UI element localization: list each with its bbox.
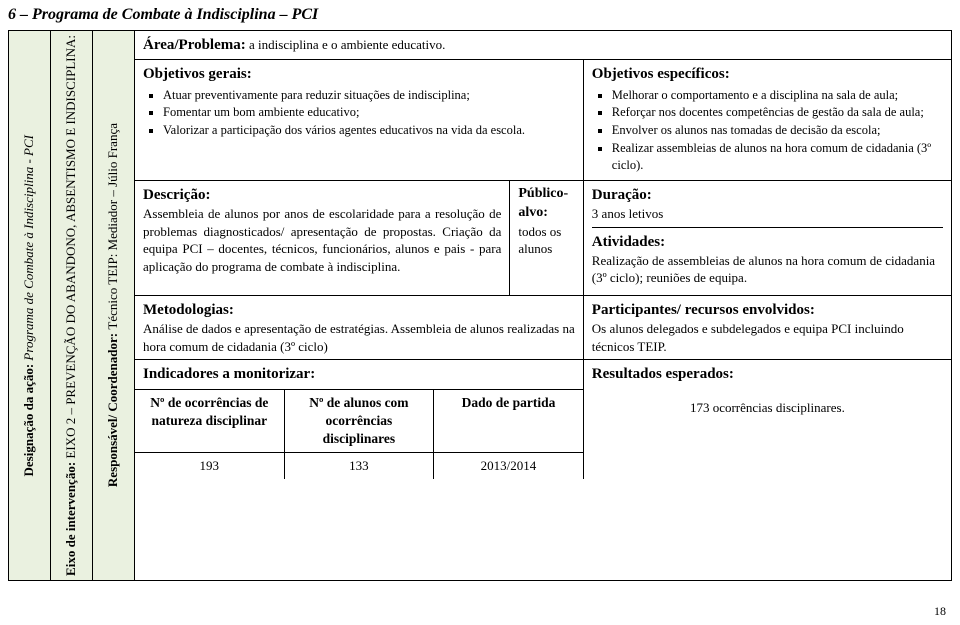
duracao-block: Duração: 3 anos letivos	[592, 185, 943, 228]
side-eixo: Eixo de intervenção: EIXO 2 – PREVENÇÃO …	[51, 31, 93, 580]
duracao-text: 3 anos letivos	[592, 205, 943, 223]
resultados-text: 173 ocorrências disciplinares.	[592, 399, 943, 417]
resultados-label: Resultados esperados:	[592, 364, 943, 384]
participantes-text: Os alunos delegados e subdelegados e equ…	[592, 320, 943, 355]
list-item: Fomentar um bom ambiente educativo;	[163, 104, 575, 121]
metodologias-text: Análise de dados e apresentação de estra…	[143, 320, 575, 355]
table-row: 193 133 2013/2014	[135, 453, 583, 479]
duracao-label: Duração:	[592, 185, 943, 205]
side-responsavel: Responsável/ Coordenador: Técnico TEIP: …	[93, 31, 135, 580]
list-item: Envolver os alunos nas tomadas de decisã…	[612, 122, 943, 139]
publico-text: todos os alunos	[518, 223, 574, 258]
table-header: Dado de partida	[434, 390, 583, 453]
main-content: Área/Problema: a indisciplina e o ambien…	[135, 31, 951, 580]
resultados-cell: Resultados esperados: 173 ocorrências di…	[584, 360, 951, 478]
participantes-label: Participantes/ recursos envolvidos:	[592, 300, 943, 320]
objetivos-gerais-cell: Objetivos gerais: Atuar preventivamente …	[135, 60, 584, 180]
metodologias-row: Metodologias: Análise de dados e apresen…	[135, 296, 951, 360]
resp-label: Responsável/ Coordenador:	[105, 333, 120, 487]
table-cell: 193	[135, 453, 285, 479]
descricao-text: Assembleia de alunos por anos de escolar…	[143, 205, 501, 275]
objetivos-row: Objetivos gerais: Atuar preventivamente …	[135, 60, 951, 181]
objetivos-gerais-label: Objetivos gerais:	[143, 64, 575, 84]
descricao-row: Descrição: Assembleia de alunos por anos…	[135, 181, 951, 296]
duracao-atividades-cell: Duração: 3 anos letivos Atividades: Real…	[584, 181, 951, 295]
area-label: Área/Problema:	[143, 37, 246, 53]
table-row: Nº de ocorrências de natureza disciplina…	[135, 390, 583, 454]
eixo-label: Eixo de intervenção:	[63, 462, 78, 576]
objetivos-especificos-cell: Objetivos específicos: Melhorar o compor…	[584, 60, 951, 180]
metodologias-cell: Metodologias: Análise de dados e apresen…	[135, 296, 584, 359]
table-header: Nº de alunos com ocorrências disciplinar…	[285, 390, 435, 453]
list-item: Valorizar a participação dos vários agen…	[163, 122, 575, 139]
area-cell: Área/Problema: a indisciplina e o ambien…	[135, 31, 951, 59]
list-item: Reforçar nos docentes competências de ge…	[612, 104, 943, 121]
document-table: Designação da ação: Programa de Combate …	[8, 30, 952, 581]
table-header: Nº de ocorrências de natureza disciplina…	[135, 390, 285, 453]
atividades-label: Atividades:	[592, 232, 943, 252]
side-eixo-text: Eixo de intervenção: EIXO 2 – PREVENÇÃO …	[63, 35, 79, 576]
participantes-cell: Participantes/ recursos envolvidos: Os a…	[584, 296, 951, 359]
resp-value: Técnico TEIP: Mediador – Júlio França	[105, 123, 120, 330]
page-number: 18	[934, 604, 946, 619]
objetivos-especificos-list: Melhorar o comportamento e a disciplina …	[592, 87, 943, 174]
side-responsavel-text: Responsável/ Coordenador: Técnico TEIP: …	[105, 123, 121, 487]
indicadores-row: Indicadores a monitorizar: Nº de ocorrên…	[135, 360, 951, 478]
page-title: 6 – Programa de Combate à Indisciplina –…	[0, 0, 960, 30]
descricao-cell: Descrição: Assembleia de alunos por anos…	[135, 181, 510, 295]
atividades-text: Realização de assembleias de alunos na h…	[592, 252, 943, 287]
area-value: a indisciplina e o ambiente educativo.	[249, 37, 445, 52]
metodologias-label: Metodologias:	[143, 300, 575, 320]
publico-cell: Público-alvo: todos os alunos	[510, 181, 583, 295]
indicadores-table: Nº de ocorrências de natureza disciplina…	[135, 390, 583, 479]
table-cell: 2013/2014	[434, 453, 583, 479]
indicadores-cell: Indicadores a monitorizar: Nº de ocorrên…	[135, 360, 584, 478]
side-designacao-text: Designação da ação: Programa de Combate …	[21, 135, 37, 476]
list-item: Atuar preventivamente para reduzir situa…	[163, 87, 575, 104]
list-item: Melhorar o comportamento e a disciplina …	[612, 87, 943, 104]
list-item: Realizar assembleias de alunos na hora c…	[612, 140, 943, 174]
objetivos-especificos-label: Objetivos específicos:	[592, 64, 943, 84]
designacao-label: Designação da ação:	[21, 364, 36, 477]
area-row: Área/Problema: a indisciplina e o ambien…	[135, 31, 951, 60]
descricao-label: Descrição:	[143, 185, 501, 205]
side-designacao: Designação da ação: Programa de Combate …	[9, 31, 51, 580]
eixo-value: EIXO 2 – PREVENÇÃO DO ABANDONO, ABSENTIS…	[63, 35, 78, 459]
publico-label: Público-alvo:	[518, 185, 574, 223]
objetivos-gerais-list: Atuar preventivamente para reduzir situa…	[143, 87, 575, 140]
table-cell: 133	[285, 453, 435, 479]
designacao-value: Programa de Combate à Indisciplina - PCI	[21, 135, 36, 361]
atividades-block: Atividades: Realização de assembleias de…	[592, 232, 943, 291]
indicadores-label: Indicadores a monitorizar:	[135, 360, 583, 389]
